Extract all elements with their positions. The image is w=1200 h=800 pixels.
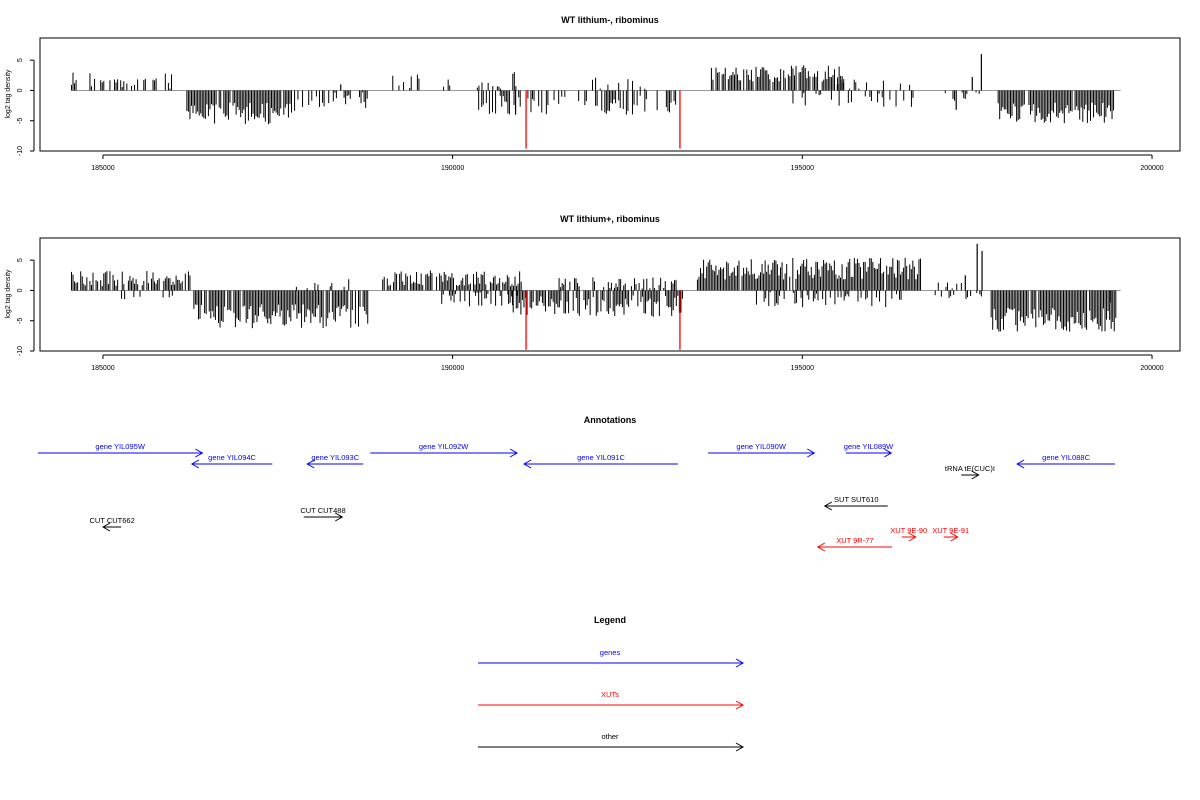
y-tick-label: -10 — [17, 146, 24, 156]
xut-arrow — [901, 532, 917, 542]
other-feature-arrow — [102, 522, 122, 532]
y-tick-label: 0 — [17, 88, 24, 92]
gene-arrow — [845, 448, 893, 458]
legend-label: XUTs — [601, 690, 619, 699]
legend: Legend genes XUTs other — [478, 615, 745, 752]
y-tick-label: -5 — [17, 318, 24, 324]
track-panel-lithium-plus: WT lithium+, ribominus log2 tag density … — [5, 214, 1181, 372]
feature-label: gene YIL091C — [577, 453, 625, 462]
track-panel-lithium-minus: WT lithium-, ribominus log2 tag density … — [5, 15, 1181, 172]
feature-label: XUT 9E-90 — [890, 526, 927, 535]
legend-label: other — [601, 732, 619, 741]
feature-label: gene YIL088C — [1042, 453, 1090, 462]
feature-label: CUT CUT662 — [89, 516, 134, 525]
bar-series — [70, 54, 1121, 149]
gene-arrow — [38, 448, 204, 458]
panel-title: WT lithium+, ribominus — [560, 214, 660, 224]
feature-label: gene YIL089W — [844, 442, 894, 451]
other-feature-arrow — [961, 470, 980, 480]
x-tick-label: 200000 — [1140, 165, 1163, 172]
other-feature-arrow — [823, 501, 888, 511]
bar-series — [70, 243, 1121, 350]
xut-arrow — [816, 542, 892, 552]
feature-label: tRNA tE(CUC)I — [945, 464, 995, 473]
legend-items: genes XUTs other — [478, 648, 745, 752]
gene-arrow — [190, 459, 273, 469]
annotations-title: Annotations — [584, 415, 637, 425]
legend-arrow-xuts — [478, 700, 745, 710]
feature-label: gene YIL094C — [208, 453, 256, 462]
legend-label: genes — [600, 648, 621, 657]
x-tick-label: 190000 — [441, 365, 464, 372]
x-tick-label: 190000 — [441, 165, 464, 172]
feature-label: XUT 9E-91 — [932, 526, 969, 535]
axes: -10 -5 0 5 185000 190000 195000 200000 — [17, 258, 1164, 372]
feature-label: gene YIL095W — [95, 442, 145, 451]
gene-arrow — [523, 459, 678, 469]
panel-title: WT lithium-, ribominus — [561, 15, 659, 25]
legend-arrow-genes — [478, 658, 745, 668]
y-tick-label: 5 — [17, 58, 24, 62]
legend-arrow-other — [478, 742, 745, 752]
y-tick-label: -10 — [17, 346, 24, 356]
gene-arrow — [370, 448, 519, 458]
x-tick-label: 200000 — [1140, 365, 1163, 372]
feature-label: CUT CUT488 — [300, 506, 345, 515]
plot-frame — [39, 37, 1181, 152]
gene-arrow — [1016, 459, 1116, 469]
gene-arrow — [306, 459, 364, 469]
feature-label: XUT 9R-77 — [836, 536, 873, 545]
feature-label: gene YIL090W — [736, 442, 786, 451]
feature-label: gene YIL092W — [419, 442, 469, 451]
x-tick-label: 195000 — [791, 165, 814, 172]
axes: -10 -5 0 5 185000 190000 195000 200000 — [17, 58, 1164, 172]
y-tick-label: 0 — [17, 288, 24, 292]
other-feature-arrow — [303, 512, 344, 522]
y-axis-label: log2 tag density — [5, 69, 12, 119]
feature-label: SUT SUT610 — [834, 495, 878, 504]
y-tick-label: -5 — [17, 118, 24, 124]
y-axis-label: log2 tag density — [5, 269, 12, 319]
x-tick-label: 185000 — [91, 165, 114, 172]
feature-arrows: gene YIL095W gene YIL094C gene YIL093C gene… — [38, 442, 1116, 552]
legend-title: Legend — [594, 615, 626, 625]
plot-frame — [39, 237, 1181, 352]
x-tick-label: 195000 — [791, 365, 814, 372]
xut-arrow — [943, 532, 959, 542]
feature-label: gene YIL093C — [311, 453, 359, 462]
gene-arrow — [708, 448, 816, 458]
y-tick-label: 5 — [17, 258, 24, 262]
x-tick-label: 185000 — [91, 365, 114, 372]
